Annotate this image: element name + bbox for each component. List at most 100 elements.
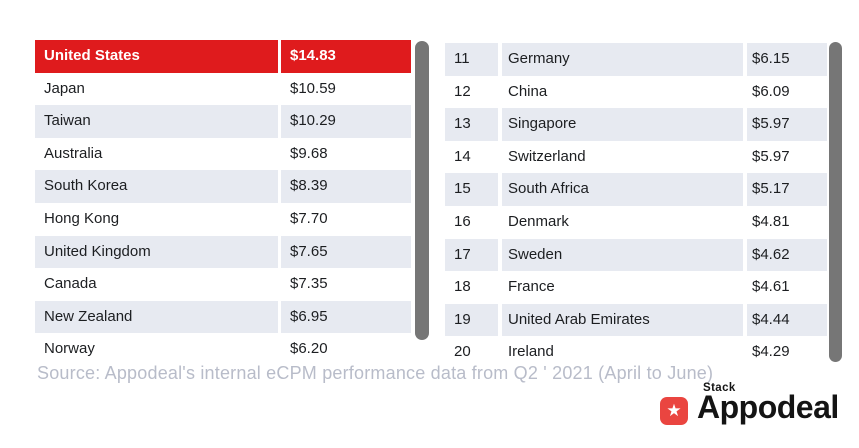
column-divider xyxy=(278,235,281,269)
value-cell: $7.70 xyxy=(281,202,411,236)
column-divider xyxy=(278,105,281,138)
column-divider xyxy=(278,137,281,171)
column-divider xyxy=(743,336,747,365)
column-divider xyxy=(743,173,747,206)
column-divider xyxy=(278,300,281,334)
country-cell: Switzerland xyxy=(502,140,743,174)
column-divider xyxy=(278,333,281,356)
column-divider xyxy=(743,271,747,304)
right-table-scrollbar-thumb[interactable] xyxy=(829,42,842,362)
table-row: 13 Singapore $5.97 xyxy=(445,108,827,141)
table-row: Japan $10.59 xyxy=(35,72,411,106)
value-cell: $7.65 xyxy=(281,235,411,269)
table-row: 18 France $4.61 xyxy=(445,271,827,304)
column-divider xyxy=(278,202,281,236)
value-cell: $4.61 xyxy=(747,271,827,304)
column-divider xyxy=(743,108,747,141)
country-cell: South Africa xyxy=(502,173,743,206)
table-row: 15 South Africa $5.17 xyxy=(445,173,827,206)
table-row: 11 Germany $6.15 xyxy=(445,43,827,76)
value-cell: $4.29 xyxy=(747,336,827,365)
table-row: 19 United Arab Emirates $4.44 xyxy=(445,303,827,337)
table-row: South Korea $8.39 xyxy=(35,170,411,203)
country-cell: Australia xyxy=(35,137,278,171)
table-row: United States $14.83 xyxy=(35,40,411,73)
value-cell: $4.44 xyxy=(747,303,827,337)
column-divider xyxy=(743,238,747,272)
column-divider xyxy=(278,170,281,203)
column-divider xyxy=(498,140,502,174)
country-cell: United Kingdom xyxy=(35,235,278,269)
rank-cell: 20 xyxy=(445,336,498,365)
country-cell: Norway xyxy=(35,333,278,356)
appodeal-logo-mark: ★ xyxy=(660,397,688,425)
column-divider xyxy=(743,140,747,174)
value-cell: $5.97 xyxy=(747,140,827,174)
table-row: Norway $6.20 xyxy=(35,333,411,356)
value-cell: $6.09 xyxy=(747,75,827,109)
column-divider xyxy=(498,43,502,76)
table-row: 14 Switzerland $5.97 xyxy=(445,140,827,174)
table-row: 17 Sweden $4.62 xyxy=(445,238,827,272)
column-divider xyxy=(278,40,281,73)
country-cell: Singapore xyxy=(502,108,743,141)
table-row: United Kingdom $7.65 xyxy=(35,235,411,269)
column-divider xyxy=(498,75,502,109)
column-divider xyxy=(743,205,747,239)
country-cell: Canada xyxy=(35,268,278,301)
column-divider xyxy=(498,303,502,337)
star-icon: ★ xyxy=(666,401,682,420)
value-cell: $4.81 xyxy=(747,205,827,239)
country-cell: Ireland xyxy=(502,336,743,365)
appodeal-logo: ★ Stack Appodeal xyxy=(659,382,859,438)
value-cell: $7.35 xyxy=(281,268,411,301)
country-cell: Denmark xyxy=(502,205,743,239)
country-cell: Japan xyxy=(35,72,278,106)
value-cell: $6.20 xyxy=(281,333,411,356)
country-cell: South Korea xyxy=(35,170,278,203)
ecpm-table-left: United States $14.83 Japan $10.59 Taiwan $10.… xyxy=(35,40,411,356)
left-table-scrollbar-thumb[interactable] xyxy=(415,41,429,340)
country-cell: Sweden xyxy=(502,238,743,272)
value-cell: $10.29 xyxy=(281,105,411,138)
value-cell: $5.17 xyxy=(747,173,827,206)
column-divider xyxy=(498,205,502,239)
country-cell: United Arab Emirates xyxy=(502,303,743,337)
table-row: Australia $9.68 xyxy=(35,137,411,171)
country-cell: Hong Kong xyxy=(35,202,278,236)
country-cell: China xyxy=(502,75,743,109)
column-divider xyxy=(498,173,502,206)
value-cell: $10.59 xyxy=(281,72,411,106)
value-cell: $5.97 xyxy=(747,108,827,141)
rank-cell: 19 xyxy=(445,303,498,337)
rank-cell: 18 xyxy=(445,271,498,304)
rank-cell: 14 xyxy=(445,140,498,174)
value-cell: $6.15 xyxy=(747,43,827,76)
column-divider xyxy=(743,303,747,337)
source-note: Source: Appodeal's internal eCPM perform… xyxy=(37,363,714,383)
value-cell: $4.62 xyxy=(747,238,827,272)
table-row: Taiwan $10.29 xyxy=(35,105,411,138)
column-divider xyxy=(743,75,747,109)
ecpm-table-right: 11 Germany $6.15 12 China $6.09 13 Singapore $5.… xyxy=(445,43,827,365)
country-cell: New Zealand xyxy=(35,300,278,334)
country-cell: United States xyxy=(35,40,278,73)
value-cell: $9.68 xyxy=(281,137,411,171)
table-row: 16 Denmark $4.81 xyxy=(445,205,827,239)
column-divider xyxy=(743,43,747,76)
rank-cell: 15 xyxy=(445,173,498,206)
rank-cell: 12 xyxy=(445,75,498,109)
column-divider xyxy=(498,271,502,304)
column-divider xyxy=(278,268,281,301)
column-divider xyxy=(498,336,502,365)
value-cell: $8.39 xyxy=(281,170,411,203)
rank-cell: 16 xyxy=(445,205,498,239)
table-row: New Zealand $6.95 xyxy=(35,300,411,334)
country-cell: Taiwan xyxy=(35,105,278,138)
logo-brand-name: Appodeal xyxy=(697,389,839,425)
table-row: Canada $7.35 xyxy=(35,268,411,301)
rank-cell: 13 xyxy=(445,108,498,141)
country-cell: Germany xyxy=(502,43,743,76)
country-cell: France xyxy=(502,271,743,304)
rank-cell: 17 xyxy=(445,238,498,272)
